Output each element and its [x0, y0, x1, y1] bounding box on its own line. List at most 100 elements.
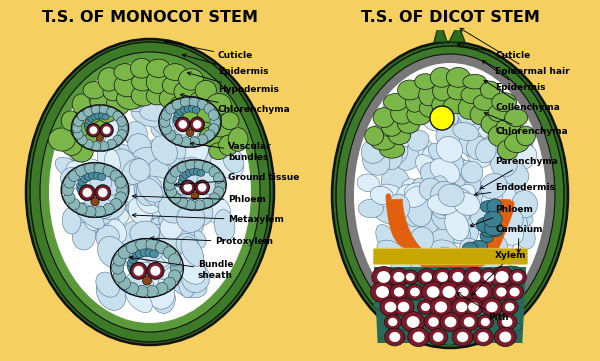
Ellipse shape	[382, 110, 398, 137]
Ellipse shape	[420, 213, 437, 234]
Ellipse shape	[419, 99, 443, 117]
Ellipse shape	[174, 189, 193, 219]
Ellipse shape	[205, 253, 229, 277]
Ellipse shape	[172, 171, 195, 201]
Ellipse shape	[132, 243, 152, 271]
Ellipse shape	[139, 176, 158, 206]
Text: Ground tissue: Ground tissue	[175, 174, 299, 186]
Ellipse shape	[392, 217, 417, 238]
Ellipse shape	[130, 262, 147, 279]
Ellipse shape	[516, 126, 535, 146]
Ellipse shape	[173, 189, 191, 210]
Text: Metaxylem: Metaxylem	[133, 213, 284, 225]
Ellipse shape	[138, 181, 161, 205]
Ellipse shape	[438, 197, 466, 221]
Ellipse shape	[445, 317, 457, 327]
Ellipse shape	[170, 193, 181, 203]
Ellipse shape	[431, 293, 455, 316]
Ellipse shape	[381, 117, 402, 136]
Ellipse shape	[143, 177, 172, 206]
Ellipse shape	[110, 246, 128, 278]
Ellipse shape	[57, 187, 83, 217]
Ellipse shape	[391, 149, 410, 169]
Ellipse shape	[406, 284, 424, 300]
Ellipse shape	[148, 184, 172, 207]
Ellipse shape	[175, 123, 198, 147]
Ellipse shape	[126, 191, 157, 223]
Ellipse shape	[471, 111, 494, 135]
Ellipse shape	[491, 150, 518, 177]
Ellipse shape	[443, 195, 465, 217]
Ellipse shape	[430, 220, 452, 242]
Ellipse shape	[182, 179, 200, 200]
Ellipse shape	[167, 225, 193, 248]
Ellipse shape	[500, 157, 526, 183]
Ellipse shape	[497, 212, 523, 238]
Ellipse shape	[466, 143, 491, 167]
Ellipse shape	[383, 93, 408, 111]
Ellipse shape	[133, 183, 164, 209]
Ellipse shape	[158, 219, 185, 247]
Ellipse shape	[162, 115, 191, 136]
Ellipse shape	[458, 182, 490, 201]
Ellipse shape	[448, 268, 468, 286]
Ellipse shape	[410, 288, 420, 296]
Ellipse shape	[432, 83, 458, 110]
Ellipse shape	[136, 285, 148, 297]
Ellipse shape	[95, 184, 116, 215]
Ellipse shape	[436, 183, 464, 210]
Ellipse shape	[87, 123, 100, 137]
Ellipse shape	[184, 105, 192, 112]
Ellipse shape	[128, 134, 151, 156]
Ellipse shape	[376, 225, 398, 255]
Ellipse shape	[100, 269, 126, 294]
Ellipse shape	[452, 186, 481, 211]
Ellipse shape	[427, 286, 439, 298]
Ellipse shape	[136, 143, 167, 166]
Ellipse shape	[70, 119, 88, 138]
Ellipse shape	[499, 311, 514, 323]
Ellipse shape	[124, 184, 147, 205]
Ellipse shape	[95, 138, 121, 163]
Ellipse shape	[419, 191, 440, 213]
Ellipse shape	[421, 290, 444, 314]
Ellipse shape	[461, 208, 490, 227]
Ellipse shape	[183, 136, 208, 164]
Ellipse shape	[131, 147, 166, 177]
Ellipse shape	[159, 228, 181, 253]
Ellipse shape	[107, 139, 116, 149]
Ellipse shape	[414, 168, 436, 187]
Ellipse shape	[413, 166, 434, 195]
Ellipse shape	[126, 241, 139, 253]
Ellipse shape	[76, 141, 101, 167]
Ellipse shape	[189, 169, 197, 175]
Ellipse shape	[204, 104, 215, 114]
Ellipse shape	[469, 166, 489, 185]
Ellipse shape	[416, 262, 441, 288]
Ellipse shape	[166, 210, 196, 232]
Ellipse shape	[437, 90, 456, 114]
Ellipse shape	[79, 235, 101, 260]
Ellipse shape	[434, 259, 459, 286]
Ellipse shape	[130, 169, 149, 194]
Ellipse shape	[433, 134, 454, 155]
Ellipse shape	[115, 177, 127, 188]
Ellipse shape	[449, 157, 468, 177]
Ellipse shape	[430, 229, 454, 252]
Ellipse shape	[95, 113, 101, 119]
Ellipse shape	[431, 199, 458, 220]
Ellipse shape	[134, 266, 143, 276]
Ellipse shape	[438, 127, 462, 148]
Ellipse shape	[155, 284, 179, 312]
Ellipse shape	[430, 180, 454, 205]
Ellipse shape	[30, 42, 270, 342]
Ellipse shape	[177, 123, 208, 151]
Ellipse shape	[152, 84, 171, 105]
Ellipse shape	[214, 187, 224, 197]
Ellipse shape	[436, 136, 463, 162]
Ellipse shape	[142, 128, 161, 148]
Text: Phloem: Phloem	[133, 195, 266, 204]
Ellipse shape	[139, 196, 163, 219]
Ellipse shape	[139, 175, 163, 197]
Ellipse shape	[96, 225, 119, 249]
